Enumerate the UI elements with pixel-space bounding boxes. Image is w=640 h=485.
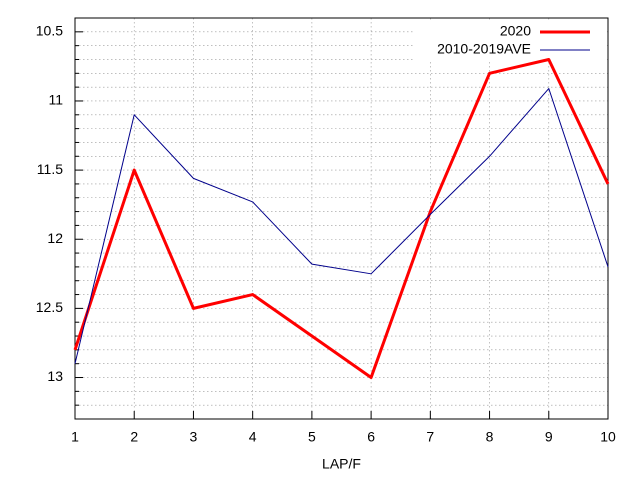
x-tick-label: 8 [486, 429, 494, 445]
x-tick-label: 1 [71, 429, 79, 445]
y-tick-label: 12.5 [36, 299, 63, 315]
x-tick-label: 2 [130, 429, 138, 445]
x-tick-label: 3 [190, 429, 198, 445]
x-tick-label: 9 [545, 429, 553, 445]
x-tick-label: 6 [367, 429, 375, 445]
x-axis-label: LAP/F [322, 456, 361, 472]
legend-label: 2010-2019AVE [437, 41, 531, 57]
y-tick-label: 11.5 [37, 161, 63, 177]
y-tick-label: 12 [47, 230, 63, 246]
series-line [74, 88, 609, 364]
y-tick-label: 10.5 [36, 23, 63, 39]
plot-frame [74, 17, 609, 420]
y-tick-label: 13 [47, 368, 63, 384]
legend-label: 2020 [500, 23, 531, 39]
y-tick-label: 11 [48, 92, 63, 108]
x-tick-label: 4 [249, 429, 257, 445]
x-tick-label: 10 [600, 429, 616, 445]
x-tick-label: 5 [308, 429, 316, 445]
series-line [73, 57, 610, 380]
x-tick-label: 7 [426, 429, 434, 445]
legend-box [415, 22, 605, 62]
